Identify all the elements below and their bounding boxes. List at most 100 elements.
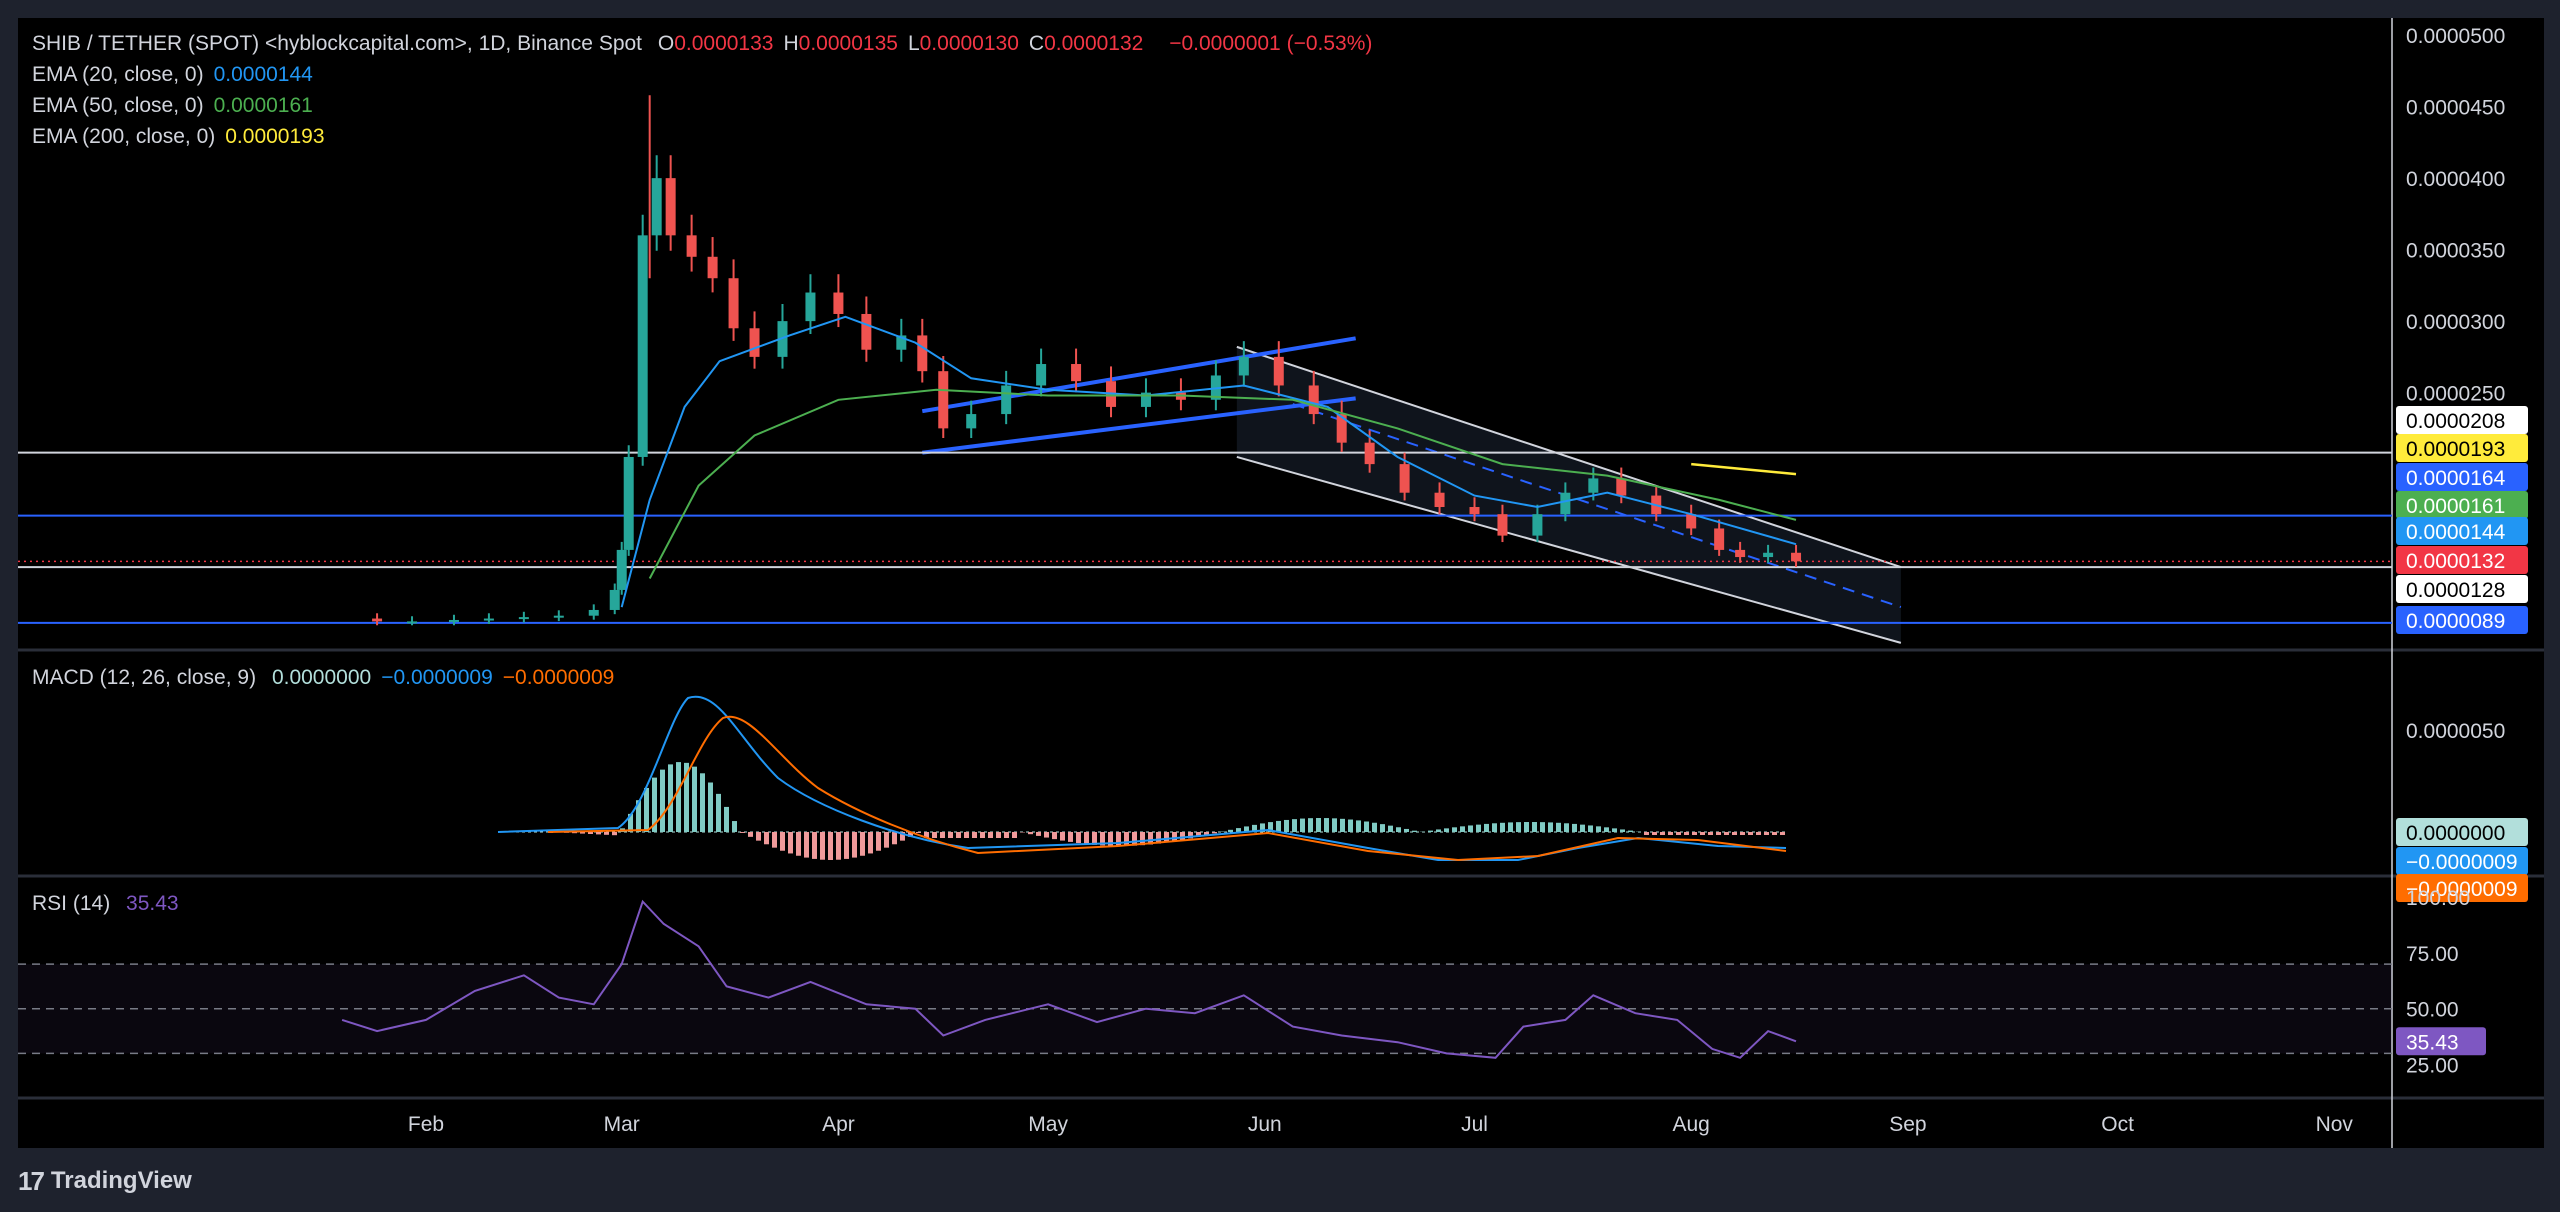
macd-histogram-bar: [1508, 822, 1513, 832]
time-axis-tick: Jun: [1248, 1113, 1282, 1136]
macd-histogram-bar: [900, 832, 905, 841]
candle-body: [833, 292, 844, 314]
macd-values: 0.0000000 −0.0000009 −0.0000009: [272, 666, 624, 689]
ema-value: 0.0000193: [225, 125, 325, 148]
macd-histogram-bar: [1036, 832, 1041, 836]
macd-histogram-bar: [1084, 832, 1089, 845]
macd-histogram-bar: [844, 832, 849, 859]
candle-body: [588, 609, 599, 616]
macd-histogram-bar: [1468, 825, 1473, 832]
price-label: 0.0000193: [2396, 434, 2528, 462]
macd-histogram-bar: [1028, 832, 1033, 835]
macd-histogram-bar: [1004, 832, 1009, 838]
price-label: 0.0000132: [2396, 546, 2528, 574]
candle-body: [749, 328, 760, 357]
macd-histogram-bar: [1292, 819, 1297, 832]
macd-histogram-bar: [1540, 822, 1545, 832]
macd-histogram-bar: [1668, 832, 1673, 835]
macd-histogram-bar: [964, 832, 969, 838]
macd-histogram-bar: [1500, 822, 1505, 832]
candle-body: [1140, 392, 1151, 407]
time-axis-tick: Jul: [1461, 1113, 1488, 1136]
macd-histogram-bar: [1396, 827, 1401, 832]
footer-brand[interactable]: 17 TradingView: [18, 1164, 192, 1198]
macd-histogram-bar: [908, 832, 913, 837]
candle-body: [372, 618, 383, 622]
candle-body: [407, 621, 418, 624]
macd-histogram-bar: [1324, 818, 1329, 832]
macd-histogram-bar: [1564, 823, 1569, 832]
candle-body: [1071, 364, 1082, 382]
chart-canvas[interactable]: 0.0000250 0.0000300 0.0000350 0.0000400 0.00…: [18, 18, 2544, 1148]
channel-upper-line: [1236, 345, 1902, 569]
macd-histogram-bar: [1164, 832, 1169, 843]
macd-histogram-bar: [1492, 823, 1497, 832]
macd-histogram-bar: [1316, 818, 1321, 832]
price-label-bg: [2396, 546, 2528, 574]
price-label-text: 0.0000164: [2406, 467, 2506, 490]
macd-histogram-bar: [1524, 822, 1529, 832]
macd-histogram-bar: [1516, 822, 1521, 832]
macd-histogram-bar: [1652, 832, 1657, 835]
macd-histogram-bar: [1076, 832, 1081, 844]
macd-histogram-bar: [892, 832, 897, 845]
candle-body: [1560, 492, 1571, 515]
macd-histogram-bar: [1372, 822, 1377, 832]
ema-legend-row: EMA (20, close, 0) 0.0000144: [32, 63, 323, 87]
macd-histogram-bar: [876, 832, 881, 851]
macd-histogram-bar: [788, 832, 793, 854]
macd-signal-line: [547, 715, 1787, 862]
macd-histogram-bar: [780, 832, 785, 851]
macd-histogram-bar: [588, 832, 593, 834]
macd-histogram-bar: [1156, 832, 1161, 844]
macd-histogram-bar: [1364, 821, 1369, 832]
macd-histogram-bar: [1644, 832, 1649, 835]
candle-body: [966, 414, 977, 429]
macd-histogram-bar: [1116, 832, 1121, 846]
macd-histogram-bar: [1172, 832, 1177, 842]
macd-histogram-bar: [996, 832, 1001, 838]
macd-histogram-bar: [1412, 830, 1417, 832]
macd-histogram-bar: [1356, 820, 1361, 832]
candle-body: [728, 278, 739, 329]
macd-price-label-text: −0.0000009: [2406, 878, 2518, 901]
macd-axis-tick: 0.0000050: [2406, 720, 2505, 743]
macd-histogram-bar: [1332, 818, 1337, 832]
candle-body: [1399, 464, 1410, 493]
macd-histogram-bar: [1236, 828, 1241, 832]
macd-price-label-bg: [2396, 874, 2528, 902]
macd-histogram-bar: [1212, 832, 1217, 834]
ema20-line: [620, 315, 1797, 608]
candle-body: [637, 235, 648, 457]
macd-histogram-bar: [1756, 832, 1761, 835]
price-label-text: 0.0000132: [2406, 550, 2505, 573]
macd-histogram-bar: [836, 832, 841, 860]
ohlc-key: C: [1028, 32, 1045, 55]
ohlc-value: 0.0000130: [919, 32, 1019, 55]
time-axis-tick: Apr: [822, 1113, 855, 1136]
macd-histogram-bar: [1148, 832, 1153, 845]
price-axis-tick: 0.0000400: [2406, 168, 2505, 191]
macd-histogram-bar: [1764, 832, 1769, 835]
macd-histogram-bar: [772, 832, 777, 848]
macd-histogram-bar: [1532, 822, 1537, 832]
macd-histogram-bar: [1340, 818, 1345, 832]
candle-body: [1001, 385, 1012, 415]
candle-body: [1469, 507, 1480, 515]
price-label-text: 0.0000161: [2406, 495, 2505, 518]
price-label: 0.0000144: [2396, 517, 2528, 545]
macd-histogram-bar: [1196, 832, 1201, 837]
macd-histogram-bar: [932, 832, 937, 838]
price-label-text: 0.0000089: [2406, 610, 2505, 633]
macd-histogram-bar: [812, 832, 817, 859]
candle-body: [616, 549, 627, 590]
macd-histogram-bar: [1484, 823, 1489, 832]
channel-mid-line: [1292, 403, 1902, 609]
macd-histogram-bar: [1268, 822, 1273, 832]
time-axis-tick: Mar: [604, 1113, 640, 1136]
candle-body: [707, 256, 718, 279]
candle-body: [861, 313, 872, 350]
macd-histogram-bar: [700, 773, 705, 832]
rsi-legend: RSI (14) 35.43: [32, 892, 189, 916]
macd-histogram-bar: [1460, 826, 1465, 832]
